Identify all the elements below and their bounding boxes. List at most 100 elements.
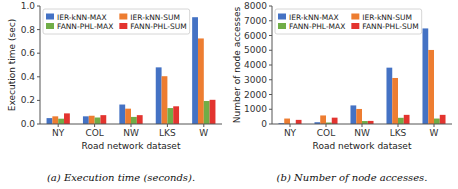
bar — [428, 50, 434, 124]
y-tick-label: 0.2 — [21, 95, 35, 105]
bar — [131, 117, 137, 124]
x-tick-label: LKS — [390, 128, 407, 138]
x-tick — [326, 124, 327, 127]
legend-box — [275, 9, 422, 34]
y-tick-label: 4000 — [244, 60, 267, 70]
bar — [156, 67, 162, 124]
x-tick — [362, 124, 363, 127]
bar — [386, 68, 392, 124]
bar — [167, 108, 173, 124]
y-tick-label: 0.6 — [21, 48, 36, 58]
legend-label: IER-kNN-MAX — [289, 13, 339, 22]
y-tick-label: 7000 — [244, 16, 267, 26]
legend-swatch — [119, 14, 127, 20]
bar — [119, 105, 125, 124]
bar — [392, 78, 398, 124]
bar — [284, 119, 290, 124]
legend-label: IER-kNN-MAX — [57, 13, 107, 22]
legend-label: FANN-PHL-MAX — [289, 22, 345, 31]
bar — [440, 115, 446, 124]
legend-label: IER-kNN-SUM — [362, 13, 412, 22]
x-tick-label: LKS — [159, 128, 176, 138]
bar — [47, 118, 53, 124]
y-tick-label: 3000 — [244, 75, 267, 85]
x-tick-label: W — [199, 128, 208, 138]
bar — [83, 116, 89, 124]
x-tick — [290, 124, 291, 127]
y-tick-label: 0.8 — [21, 25, 36, 35]
bar — [173, 106, 179, 124]
x-axis-label: Road network dataset — [82, 141, 181, 151]
bar — [125, 109, 131, 124]
legend: IER-kNN-MAX IER-kNN-SUM FANN-PHL-MAX FANN-P… — [275, 9, 422, 34]
legend-swatch — [46, 14, 54, 20]
legend-swatch — [278, 14, 286, 20]
figure: 0.0 0.2 0.4 0.6 0.8 1.0 NY COL NW LKS W Road networ… — [0, 0, 458, 189]
y-axis-label: Execution time (sec) — [7, 19, 17, 111]
legend-label: IER-kNN-SUM — [130, 13, 180, 22]
x-tick — [131, 124, 132, 127]
panel: 0 1000 2000 3000 4000 5000 6000 7000 8000 NY COL NW… — [232, 1, 452, 183]
bar — [137, 115, 143, 124]
legend-swatch — [351, 23, 359, 29]
legend-swatch — [351, 14, 359, 20]
y-tick-label: 5000 — [244, 45, 267, 55]
x-tick — [94, 124, 95, 127]
bar — [58, 119, 64, 124]
bar — [204, 101, 210, 124]
x-tick — [434, 124, 435, 127]
x-tick-label: NY — [52, 128, 65, 138]
y-axis — [40, 6, 41, 124]
bar — [404, 115, 410, 124]
y-tick-label: 0 — [261, 119, 267, 129]
y-tick-label: 8000 — [244, 1, 267, 11]
legend-label: FANN-PHL-SUM — [130, 22, 186, 31]
bars — [278, 28, 445, 124]
bar — [89, 116, 95, 124]
x-tick-label: NY — [284, 128, 297, 138]
bar — [434, 119, 440, 124]
x-tick — [203, 124, 204, 127]
bar — [320, 115, 326, 124]
legend-label: FANN-PHL-MAX — [57, 22, 113, 31]
x-tick-label: NW — [354, 128, 370, 138]
legend-label: FANN-PHL-SUM — [362, 22, 418, 31]
y-tick-label: 0.0 — [21, 119, 36, 129]
bar — [52, 116, 58, 124]
panel: 0.0 0.2 0.4 0.6 0.8 1.0 NY COL NW LKS W Road networ… — [7, 1, 222, 183]
bar — [210, 100, 216, 124]
legend-swatch — [119, 23, 127, 29]
y-tick-label: 1000 — [244, 104, 267, 114]
x-tick-label: COL — [85, 128, 103, 138]
y-tick-label: 2000 — [244, 90, 267, 100]
legend-box — [43, 9, 190, 34]
bar — [64, 113, 70, 124]
x-tick-label: W — [430, 128, 439, 138]
x-tick-label: NW — [123, 128, 139, 138]
bar — [296, 120, 302, 124]
y-axis-label: Number of node accesses — [232, 6, 242, 123]
caption: (b) Number of node accesses. — [277, 172, 428, 183]
caption: (a) Execution time (seconds). — [47, 172, 195, 183]
x-axis-label: Road network dataset — [313, 141, 412, 151]
x-tick — [398, 124, 399, 127]
y-tick-label: 1.0 — [21, 1, 36, 11]
x-tick — [167, 124, 168, 127]
bar — [162, 76, 168, 124]
legend-swatch — [278, 23, 286, 29]
bar — [422, 28, 428, 124]
bar — [100, 115, 106, 124]
y-tick-label: 0.4 — [21, 72, 36, 82]
y-axis — [272, 6, 273, 124]
x-tick — [58, 124, 59, 127]
bar — [398, 118, 404, 124]
legend: IER-kNN-MAX IER-kNN-SUM FANN-PHL-MAX FANN-P… — [43, 9, 190, 34]
x-tick-label: COL — [317, 128, 335, 138]
bar — [350, 105, 356, 124]
bar — [332, 118, 338, 124]
bar — [95, 118, 101, 124]
legend-swatch — [46, 23, 54, 29]
y-tick-label: 6000 — [244, 31, 267, 41]
bar — [356, 109, 362, 124]
bar — [192, 17, 198, 124]
